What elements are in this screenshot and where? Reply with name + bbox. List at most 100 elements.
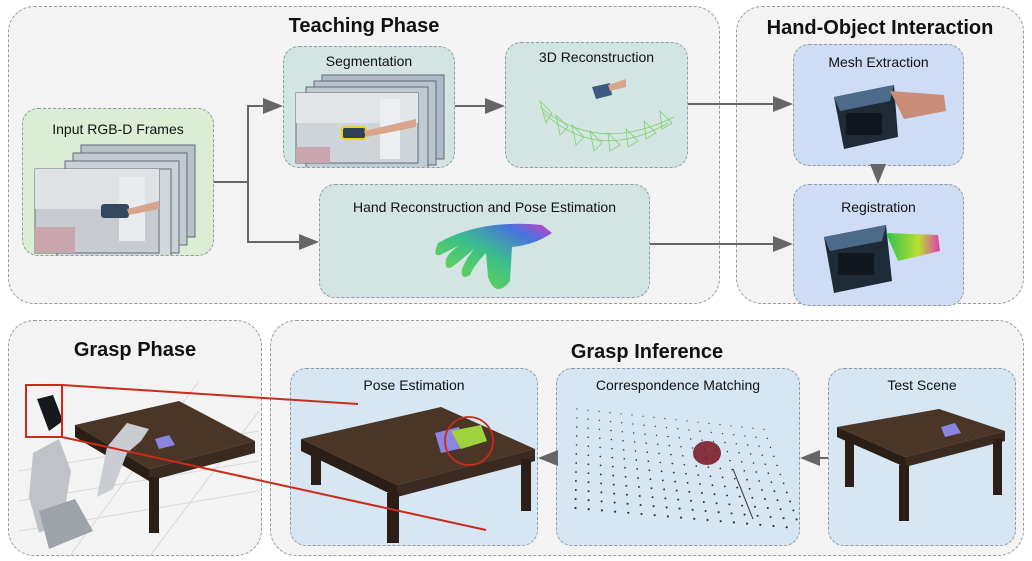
point-cloud-point — [723, 485, 726, 488]
point-cloud-point — [686, 420, 688, 422]
point-cloud-point — [691, 508, 694, 511]
point-cloud-point — [633, 441, 636, 443]
point-cloud-point — [600, 491, 603, 494]
point-cloud-point — [598, 428, 601, 431]
point-cloud-point — [743, 469, 746, 472]
registration-label: Registration — [841, 199, 916, 215]
point-cloud-point — [755, 436, 757, 438]
point-cloud-point — [613, 492, 616, 495]
point-cloud-point — [609, 412, 611, 414]
hand-reconstruction-label: Hand Reconstruction and Pose Estimation — [352, 199, 617, 215]
point-cloud-point — [587, 490, 590, 493]
point-cloud-point — [677, 428, 679, 430]
teaching-phase-title: Teaching Phase — [288, 15, 440, 37]
point-cloud-point — [654, 425, 656, 428]
point-cloud-point — [575, 444, 578, 446]
point-cloud-point — [671, 462, 674, 465]
point-cloud-point — [770, 481, 773, 484]
point-cloud-point — [738, 452, 740, 454]
point-cloud-point — [779, 473, 782, 476]
point-cloud-point — [672, 471, 675, 474]
point-cloud-point — [665, 506, 668, 509]
point-cloud-point — [700, 492, 703, 494]
point-cloud-point — [782, 482, 785, 485]
point-cloud-point — [678, 507, 681, 510]
point-cloud-point — [575, 471, 577, 473]
point-cloud-point — [729, 459, 731, 462]
point-cloud-point — [707, 466, 710, 469]
point-cloud-point — [730, 512, 733, 515]
hand-object-interaction-title: Hand-Object Interaction — [766, 17, 994, 39]
point-cloud-point — [587, 472, 590, 475]
point-cloud-point — [660, 470, 663, 473]
point-cloud-point — [675, 489, 678, 492]
point-cloud-point — [612, 483, 615, 486]
point-cloud-point — [614, 510, 617, 513]
point-cloud-point — [587, 418, 589, 420]
point-cloud-point — [587, 463, 590, 466]
reconstruction-3d-label: 3D Reconstruction — [538, 49, 655, 65]
point-cloud-point — [611, 456, 614, 459]
point-cloud-point — [658, 452, 660, 455]
point-cloud-point — [599, 437, 601, 440]
point-cloud-point — [699, 483, 701, 485]
point-cloud-point — [644, 433, 646, 435]
hand-mesh-image — [435, 223, 552, 290]
point-cloud-point — [575, 462, 578, 464]
point-cloud-point — [709, 475, 712, 478]
point-cloud-point — [752, 462, 755, 464]
point-cloud-point — [611, 465, 614, 468]
segmentation-frames-image — [295, 74, 445, 167]
point-cloud-point — [633, 432, 635, 434]
point-cloud-point — [664, 497, 667, 500]
point-cloud-point — [600, 482, 603, 485]
point-cloud-point — [763, 498, 766, 500]
point-cloud-point — [758, 445, 760, 447]
point-cloud-point — [764, 463, 767, 465]
point-cloud-point — [574, 506, 577, 510]
point-cloud-point — [642, 415, 644, 417]
point-cloud-point — [683, 463, 686, 466]
point-cloud-point — [663, 488, 666, 491]
point-cloud-point — [724, 441, 726, 444]
point-cloud-point — [664, 418, 666, 420]
point-cloud-point — [690, 438, 692, 440]
point-cloud-point — [773, 455, 775, 458]
point-cloud-point — [748, 487, 751, 490]
pose-estimation-image — [301, 407, 535, 543]
point-cloud-point — [689, 499, 693, 502]
point-cloud-point — [681, 455, 684, 457]
point-cloud-point — [649, 478, 652, 481]
point-cloud-point — [652, 505, 655, 508]
point-cloud-point — [575, 435, 578, 437]
point-cloud-point — [622, 449, 625, 451]
point-cloud-point — [733, 434, 735, 436]
correspondence-matching-panel: Correspondence Matching — [556, 368, 800, 546]
input-frames-panel: Input RGB-D Frames — [22, 108, 214, 256]
point-cloud-point — [634, 450, 637, 452]
point-cloud-point — [728, 503, 731, 506]
point-cloud-point — [637, 486, 640, 488]
rgbd-frames-image — [34, 144, 196, 255]
point-cloud-point — [659, 461, 662, 464]
point-cloud-point — [647, 460, 650, 463]
point-cloud-point — [655, 434, 658, 437]
point-cloud-point — [697, 474, 700, 476]
point-cloud-point — [650, 487, 653, 490]
point-cloud-point — [587, 409, 589, 411]
reconstruction-3d-panel: 3D Reconstruction — [505, 42, 688, 168]
point-cloud-point — [599, 464, 602, 467]
point-cloud-point — [782, 517, 785, 520]
hand-reconstruction-panel: Hand Reconstruction and Pose Estimation — [319, 184, 650, 298]
point-cloud-point — [587, 499, 590, 502]
point-cloud-point — [600, 509, 603, 512]
point-cloud-point — [627, 511, 630, 514]
point-cloud-point — [636, 468, 639, 470]
point-cloud-point — [574, 497, 577, 501]
point-cloud-point — [576, 408, 578, 410]
point-cloud-point — [732, 521, 735, 524]
point-cloud-point — [623, 457, 626, 460]
point-cloud-point — [598, 410, 600, 412]
point-cloud-point — [719, 520, 722, 523]
point-cloud-point — [736, 486, 739, 489]
